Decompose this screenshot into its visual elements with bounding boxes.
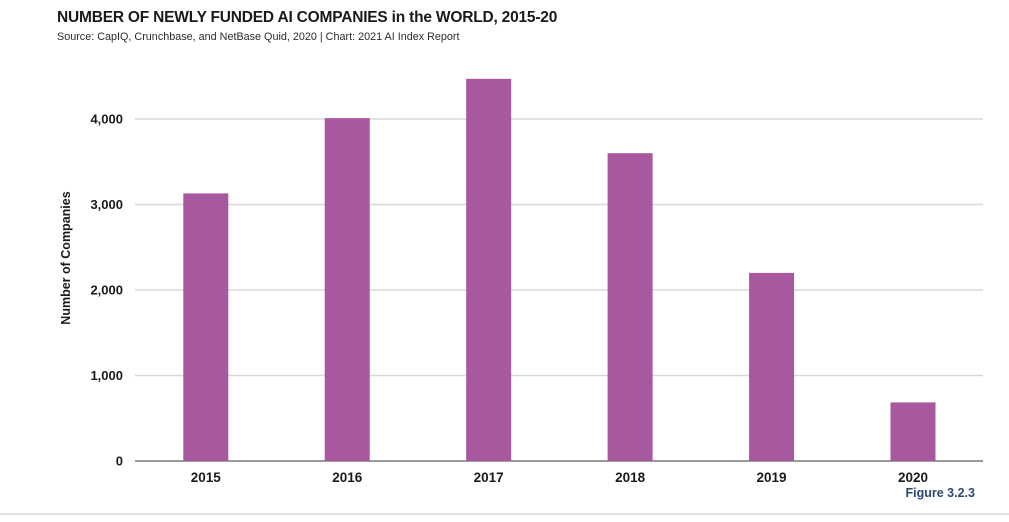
bar-2017: [466, 78, 512, 461]
bar-2020: [890, 402, 936, 461]
y-tick-label: 1,000: [90, 368, 123, 383]
bars: [183, 78, 936, 462]
y-tick-label: 3,000: [90, 197, 123, 212]
x-axis-tick-labels: 2015 2016 2017 2018 2019 2020: [191, 470, 928, 485]
bar-2019: [749, 272, 795, 461]
x-tick-label: 2016: [332, 470, 363, 485]
x-tick-label: 2015: [191, 470, 222, 485]
gridlines: [135, 118, 983, 462]
y-tick-label: 0: [116, 454, 123, 469]
figure-number-label: Figure 3.2.3: [905, 486, 975, 500]
y-axis-tick-labels: 0 1,000 2,000 3,000 4,000: [90, 112, 123, 469]
x-tick-label: 2020: [898, 470, 928, 485]
chart-header: NUMBER OF NEWLY FUNDED AI COMPANIES in t…: [57, 8, 957, 43]
x-tick-label: 2019: [757, 470, 787, 485]
chart-title: NUMBER OF NEWLY FUNDED AI COMPANIES in t…: [57, 9, 558, 26]
x-tick-label: 2017: [474, 470, 504, 485]
bar-2016: [324, 118, 370, 462]
bottom-divider: [0, 513, 1009, 515]
x-tick-label: 2018: [615, 470, 646, 485]
bar-2015: [183, 193, 229, 461]
y-tick-label: 4,000: [90, 112, 123, 127]
bar-2018: [607, 153, 653, 461]
y-tick-label: 2,000: [90, 283, 123, 298]
chart-source: Source: CapIQ, Crunchbase, and NetBase Q…: [57, 31, 460, 44]
y-axis-title: Number of Companies: [59, 191, 73, 324]
